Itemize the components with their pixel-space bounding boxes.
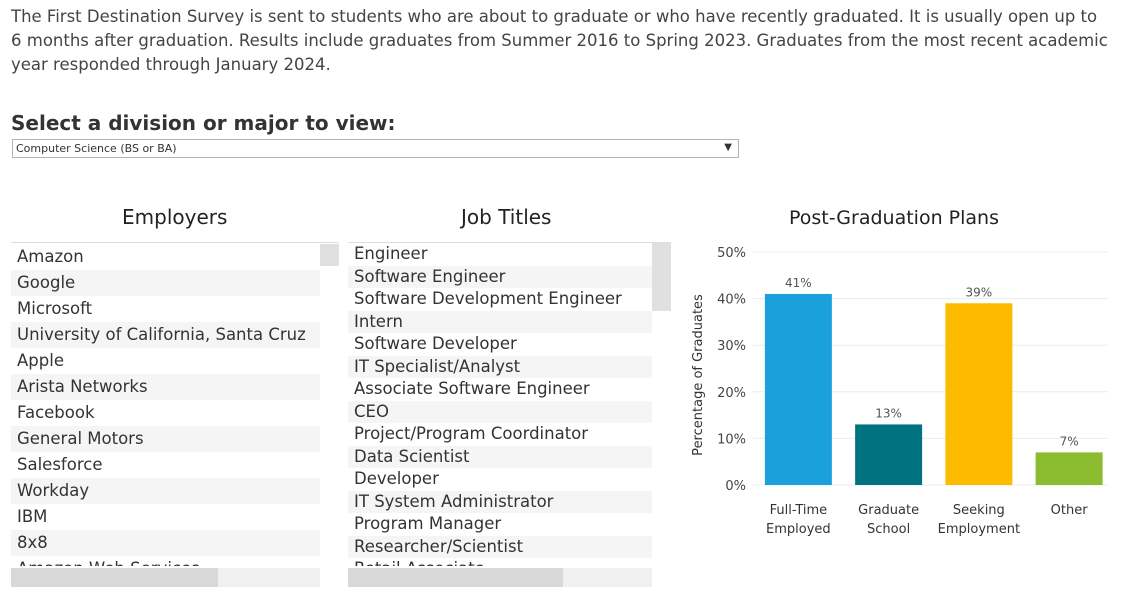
y-tick-label: 10% xyxy=(717,432,746,447)
x-tick-label: School xyxy=(867,522,910,537)
bar xyxy=(764,293,832,485)
employer-item[interactable]: University of California, Santa Cruz xyxy=(11,322,320,348)
employer-item[interactable]: Arista Networks xyxy=(11,374,320,400)
job-title-item[interactable]: Researcher/Scientist xyxy=(348,535,652,558)
job-title-item[interactable]: IT System Administrator xyxy=(348,490,652,513)
employers-vscroll-thumb[interactable] xyxy=(320,244,339,266)
employer-item[interactable]: Facebook xyxy=(17,403,95,422)
job-title-item[interactable]: Software Developer xyxy=(354,334,517,353)
x-tick-label: Graduate xyxy=(858,503,919,518)
employer-item[interactable]: Apple xyxy=(17,351,64,370)
job-title-item[interactable]: IT Specialist/Analyst xyxy=(348,355,652,378)
bar xyxy=(945,303,1013,485)
intro-text: The First Destination Survey is sent to … xyxy=(11,7,1108,74)
post-graduation-chart: Post-Graduation Plans Percentage of Grad… xyxy=(691,207,1108,537)
employer-item[interactable]: Amazon xyxy=(17,247,84,266)
x-tick-label: Employed xyxy=(766,522,831,537)
y-tick-label: 50% xyxy=(717,246,746,261)
dropdown-value: Computer Science (BS or BA) xyxy=(16,142,177,155)
data-label: 41% xyxy=(785,276,812,290)
job-title-item[interactable]: Program Manager xyxy=(354,514,502,533)
job-titles-list[interactable]: Engineer Software Engineer Software Develo… xyxy=(348,242,671,566)
y-tick-label: 40% xyxy=(717,293,746,308)
employer-item[interactable]: Salesforce xyxy=(17,455,103,474)
job-title-item[interactable]: Software Engineer xyxy=(348,265,652,288)
data-label: 39% xyxy=(966,285,993,299)
major-dropdown[interactable]: Computer Science (BS or BA) ▼ xyxy=(12,139,739,158)
x-tick-label: Employment xyxy=(938,522,1020,537)
bar xyxy=(1035,452,1103,485)
job-title-item[interactable]: Intern xyxy=(348,310,652,333)
job-titles-vscroll-thumb[interactable] xyxy=(652,243,671,311)
employers-list[interactable]: Amazon Google Microsoft University of Calif… xyxy=(11,242,339,566)
data-label: 13% xyxy=(875,406,902,420)
bar xyxy=(855,424,923,485)
chart-title: Post-Graduation Plans xyxy=(789,207,999,229)
job-title-item[interactable]: Software Development Engineer xyxy=(354,289,622,308)
employers-hscroll-thumb[interactable] xyxy=(11,568,218,587)
x-tick-label: Other xyxy=(1051,503,1089,518)
x-tick-label: Seeking xyxy=(953,503,1005,518)
chevron-down-icon[interactable]: ▼ xyxy=(724,142,732,153)
x-tick-label: Full-Time xyxy=(770,503,828,518)
selector-label: Select a division or major to view: xyxy=(11,111,396,135)
y-tick-label: 30% xyxy=(717,339,746,354)
employer-item[interactable]: Amazon Web Services xyxy=(11,556,320,566)
job-title-item[interactable]: Data Scientist xyxy=(348,445,652,468)
chart-ylabel: Percentage of Graduates xyxy=(691,294,706,456)
y-tick-label: 0% xyxy=(725,479,746,494)
job-title-item[interactable]: Project/Program Coordinator xyxy=(354,424,589,443)
job-title-item[interactable]: Engineer xyxy=(354,244,428,263)
job-titles-hscroll-thumb[interactable] xyxy=(348,568,563,587)
employer-item[interactable]: 8x8 xyxy=(11,530,320,556)
job-title-item[interactable]: Retail Associate xyxy=(348,558,652,566)
employers-title: Employers xyxy=(122,205,228,229)
employer-item[interactable]: IBM xyxy=(17,507,48,526)
job-title-item[interactable]: Associate Software Engineer xyxy=(354,379,590,398)
job-titles-title: Job Titles xyxy=(461,205,552,229)
employer-item[interactable]: General Motors xyxy=(11,426,320,452)
data-label: 7% xyxy=(1060,434,1079,448)
job-title-item[interactable]: Developer xyxy=(354,469,439,488)
y-tick-label: 20% xyxy=(717,386,746,401)
employer-item[interactable]: Microsoft xyxy=(17,299,93,318)
employer-item[interactable]: Workday xyxy=(11,478,320,504)
job-title-item[interactable]: CEO xyxy=(348,400,652,423)
employer-item[interactable]: Google xyxy=(11,270,320,296)
